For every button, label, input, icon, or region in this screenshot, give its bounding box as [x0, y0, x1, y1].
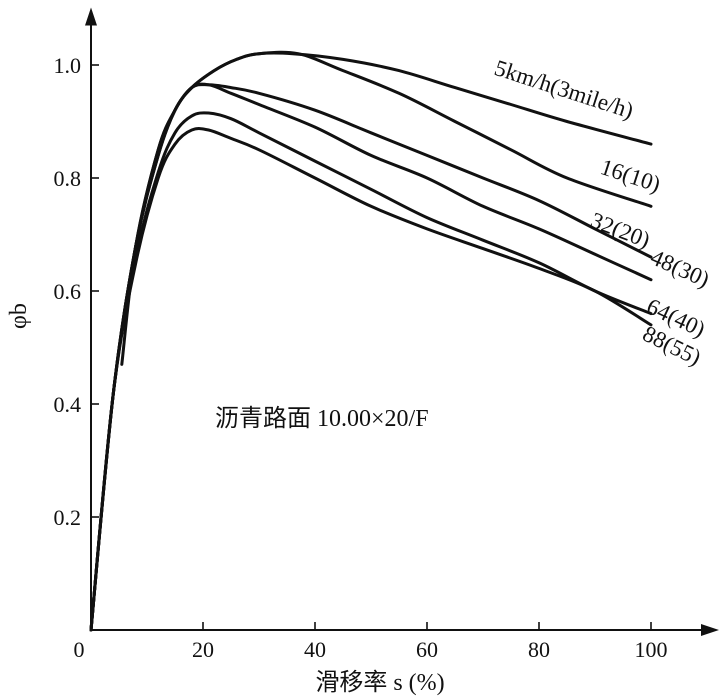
series-label: 48(30) [647, 244, 713, 292]
y-tick-label: 0.6 [54, 279, 82, 304]
x-axis-label: 滑移率 s (%) [315, 669, 444, 696]
x-axis-arrow [701, 624, 719, 636]
series-line [89, 111, 653, 632]
series-lines [89, 50, 653, 632]
series-line [89, 83, 653, 632]
series-label: 5km/h(3mile/h) [491, 55, 636, 123]
road-surface-annotation: 沥青路面 10.00×20/F [215, 405, 429, 432]
y-tick-label: 0.8 [54, 166, 82, 191]
x-tick-label: 40 [304, 637, 326, 662]
y-ticks: 0.2 0.4 0.6 0.8 1.0 [54, 53, 99, 530]
series-line [89, 50, 653, 632]
y-tick-label: 0.4 [54, 392, 82, 417]
x-tick-label: 0 [74, 637, 85, 662]
series-line [120, 82, 653, 366]
x-tick-label: 80 [528, 637, 550, 662]
series-labels: 5km/h(3mile/h)16(10)32(20)48(30)64(40)88… [491, 55, 713, 370]
x-tick-label: 100 [635, 637, 668, 662]
y-axis-arrow [85, 7, 97, 26]
x-tick-label: 20 [192, 637, 214, 662]
series-label: 16(10) [597, 154, 663, 197]
x-tick-label: 60 [416, 637, 438, 662]
x-ticks: 0 20 40 60 80 100 [74, 622, 668, 662]
y-axis-label: φb [6, 303, 32, 329]
axes [85, 7, 719, 636]
y-tick-label: 0.2 [54, 505, 82, 530]
series-label: 32(20) [587, 207, 653, 252]
y-tick-label: 1.0 [54, 53, 82, 78]
series-line [89, 51, 653, 632]
series-line [89, 127, 653, 632]
